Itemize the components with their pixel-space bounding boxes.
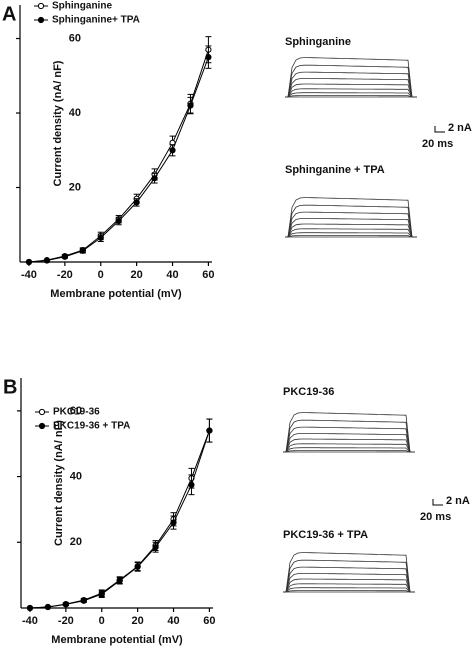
current-trace bbox=[283, 583, 415, 593]
current-trace bbox=[285, 57, 417, 98]
point bbox=[98, 591, 105, 598]
trace-label: Sphinganine + TPA bbox=[285, 164, 385, 176]
current-trace bbox=[285, 83, 417, 98]
legend-marker bbox=[37, 16, 45, 24]
current-trace bbox=[283, 443, 415, 453]
trace-label: Sphinganine bbox=[285, 36, 351, 48]
current-trace bbox=[285, 235, 417, 238]
current-trace bbox=[283, 426, 415, 453]
y-tick-label: 20 bbox=[69, 181, 81, 193]
current-trace bbox=[283, 590, 415, 593]
point bbox=[43, 257, 51, 264]
point bbox=[44, 603, 52, 611]
current-trace bbox=[285, 197, 417, 238]
x-tick-label: -40 bbox=[22, 615, 38, 627]
current-trace bbox=[285, 223, 417, 238]
point bbox=[152, 544, 159, 551]
point bbox=[62, 601, 69, 608]
current-trace bbox=[285, 218, 417, 238]
current-trace bbox=[283, 552, 415, 593]
x-axis-label: Membrane potential (mV) bbox=[51, 634, 183, 646]
current-trace bbox=[283, 438, 415, 453]
point bbox=[188, 481, 195, 488]
point bbox=[26, 604, 34, 612]
scale-bar-label: 2 nA bbox=[446, 495, 470, 507]
point bbox=[115, 217, 122, 225]
y-tick-label: 20 bbox=[70, 536, 82, 548]
current-trace bbox=[285, 95, 417, 98]
scale-bar bbox=[434, 126, 445, 133]
x-tick-label: -20 bbox=[58, 615, 74, 627]
point bbox=[97, 234, 104, 241]
current-trace bbox=[283, 573, 415, 593]
legend-marker bbox=[37, 2, 45, 10]
x-tick-label: 40 bbox=[166, 269, 178, 281]
y-axis-label: Current density (nA/ nF) bbox=[52, 60, 64, 186]
current-trace bbox=[283, 450, 415, 453]
point bbox=[206, 427, 213, 434]
point bbox=[80, 597, 87, 604]
panel-label: B bbox=[3, 376, 17, 398]
current-trace bbox=[285, 71, 417, 98]
x-tick-label: 20 bbox=[132, 615, 144, 627]
current-trace bbox=[283, 559, 415, 593]
current-trace bbox=[285, 88, 417, 98]
current-trace bbox=[285, 228, 417, 238]
legend-entry: Sphinganine bbox=[52, 1, 112, 12]
current-trace bbox=[283, 412, 415, 453]
x-tick-label: 60 bbox=[203, 615, 215, 627]
point bbox=[134, 563, 141, 571]
point bbox=[116, 577, 123, 584]
current-trace bbox=[285, 92, 417, 98]
y-tick-label: 40 bbox=[69, 107, 81, 119]
current-trace bbox=[283, 447, 415, 453]
trace-label: PKC19-36 + TPA bbox=[283, 529, 368, 541]
current-trace bbox=[285, 64, 417, 98]
point bbox=[133, 199, 140, 206]
current-trace bbox=[283, 566, 415, 593]
current-trace bbox=[283, 578, 415, 593]
x-tick-label: 20 bbox=[131, 269, 143, 281]
x-tick-label: -40 bbox=[21, 269, 37, 281]
legend-entry: PKC19-36 bbox=[53, 407, 100, 418]
scale-bar-label: 2 nA bbox=[448, 122, 472, 134]
legend-marker bbox=[38, 422, 46, 430]
point bbox=[169, 147, 176, 154]
trace-label: PKC19-36 bbox=[283, 386, 334, 398]
point bbox=[170, 519, 177, 526]
point bbox=[25, 258, 33, 266]
current-trace bbox=[285, 232, 417, 238]
scale-bar-label: 20 ms bbox=[422, 138, 453, 150]
point bbox=[187, 102, 194, 109]
panel-label: A bbox=[2, 3, 16, 25]
current-trace bbox=[283, 419, 415, 453]
point bbox=[151, 175, 158, 182]
x-tick-label: 40 bbox=[167, 615, 179, 627]
point bbox=[61, 253, 68, 260]
y-tick-label: 60 bbox=[69, 32, 81, 44]
y-axis-label: Current density (nA/ nF) bbox=[53, 420, 65, 546]
legend-marker bbox=[38, 408, 46, 416]
current-trace bbox=[285, 211, 417, 238]
legend-entry: PKC19-36 + TPA bbox=[53, 421, 130, 432]
y-tick-label: 40 bbox=[70, 470, 82, 482]
current-trace bbox=[283, 587, 415, 593]
x-tick-label: 60 bbox=[202, 269, 214, 281]
x-tick-label: -20 bbox=[57, 269, 73, 281]
y-tick-label: 60 bbox=[70, 405, 82, 417]
scale-bar-label: 20 ms bbox=[420, 511, 451, 523]
scale-bar bbox=[432, 499, 443, 506]
point bbox=[79, 247, 86, 254]
point bbox=[205, 54, 212, 61]
x-tick-label: 0 bbox=[99, 615, 105, 627]
current-trace bbox=[285, 78, 417, 98]
legend-entry: Sphinganine+ TPA bbox=[52, 15, 140, 26]
x-axis-label: Membrane potential (mV) bbox=[50, 288, 182, 300]
current-trace bbox=[285, 204, 417, 238]
current-trace bbox=[283, 433, 415, 453]
x-tick-label: 0 bbox=[98, 269, 104, 281]
